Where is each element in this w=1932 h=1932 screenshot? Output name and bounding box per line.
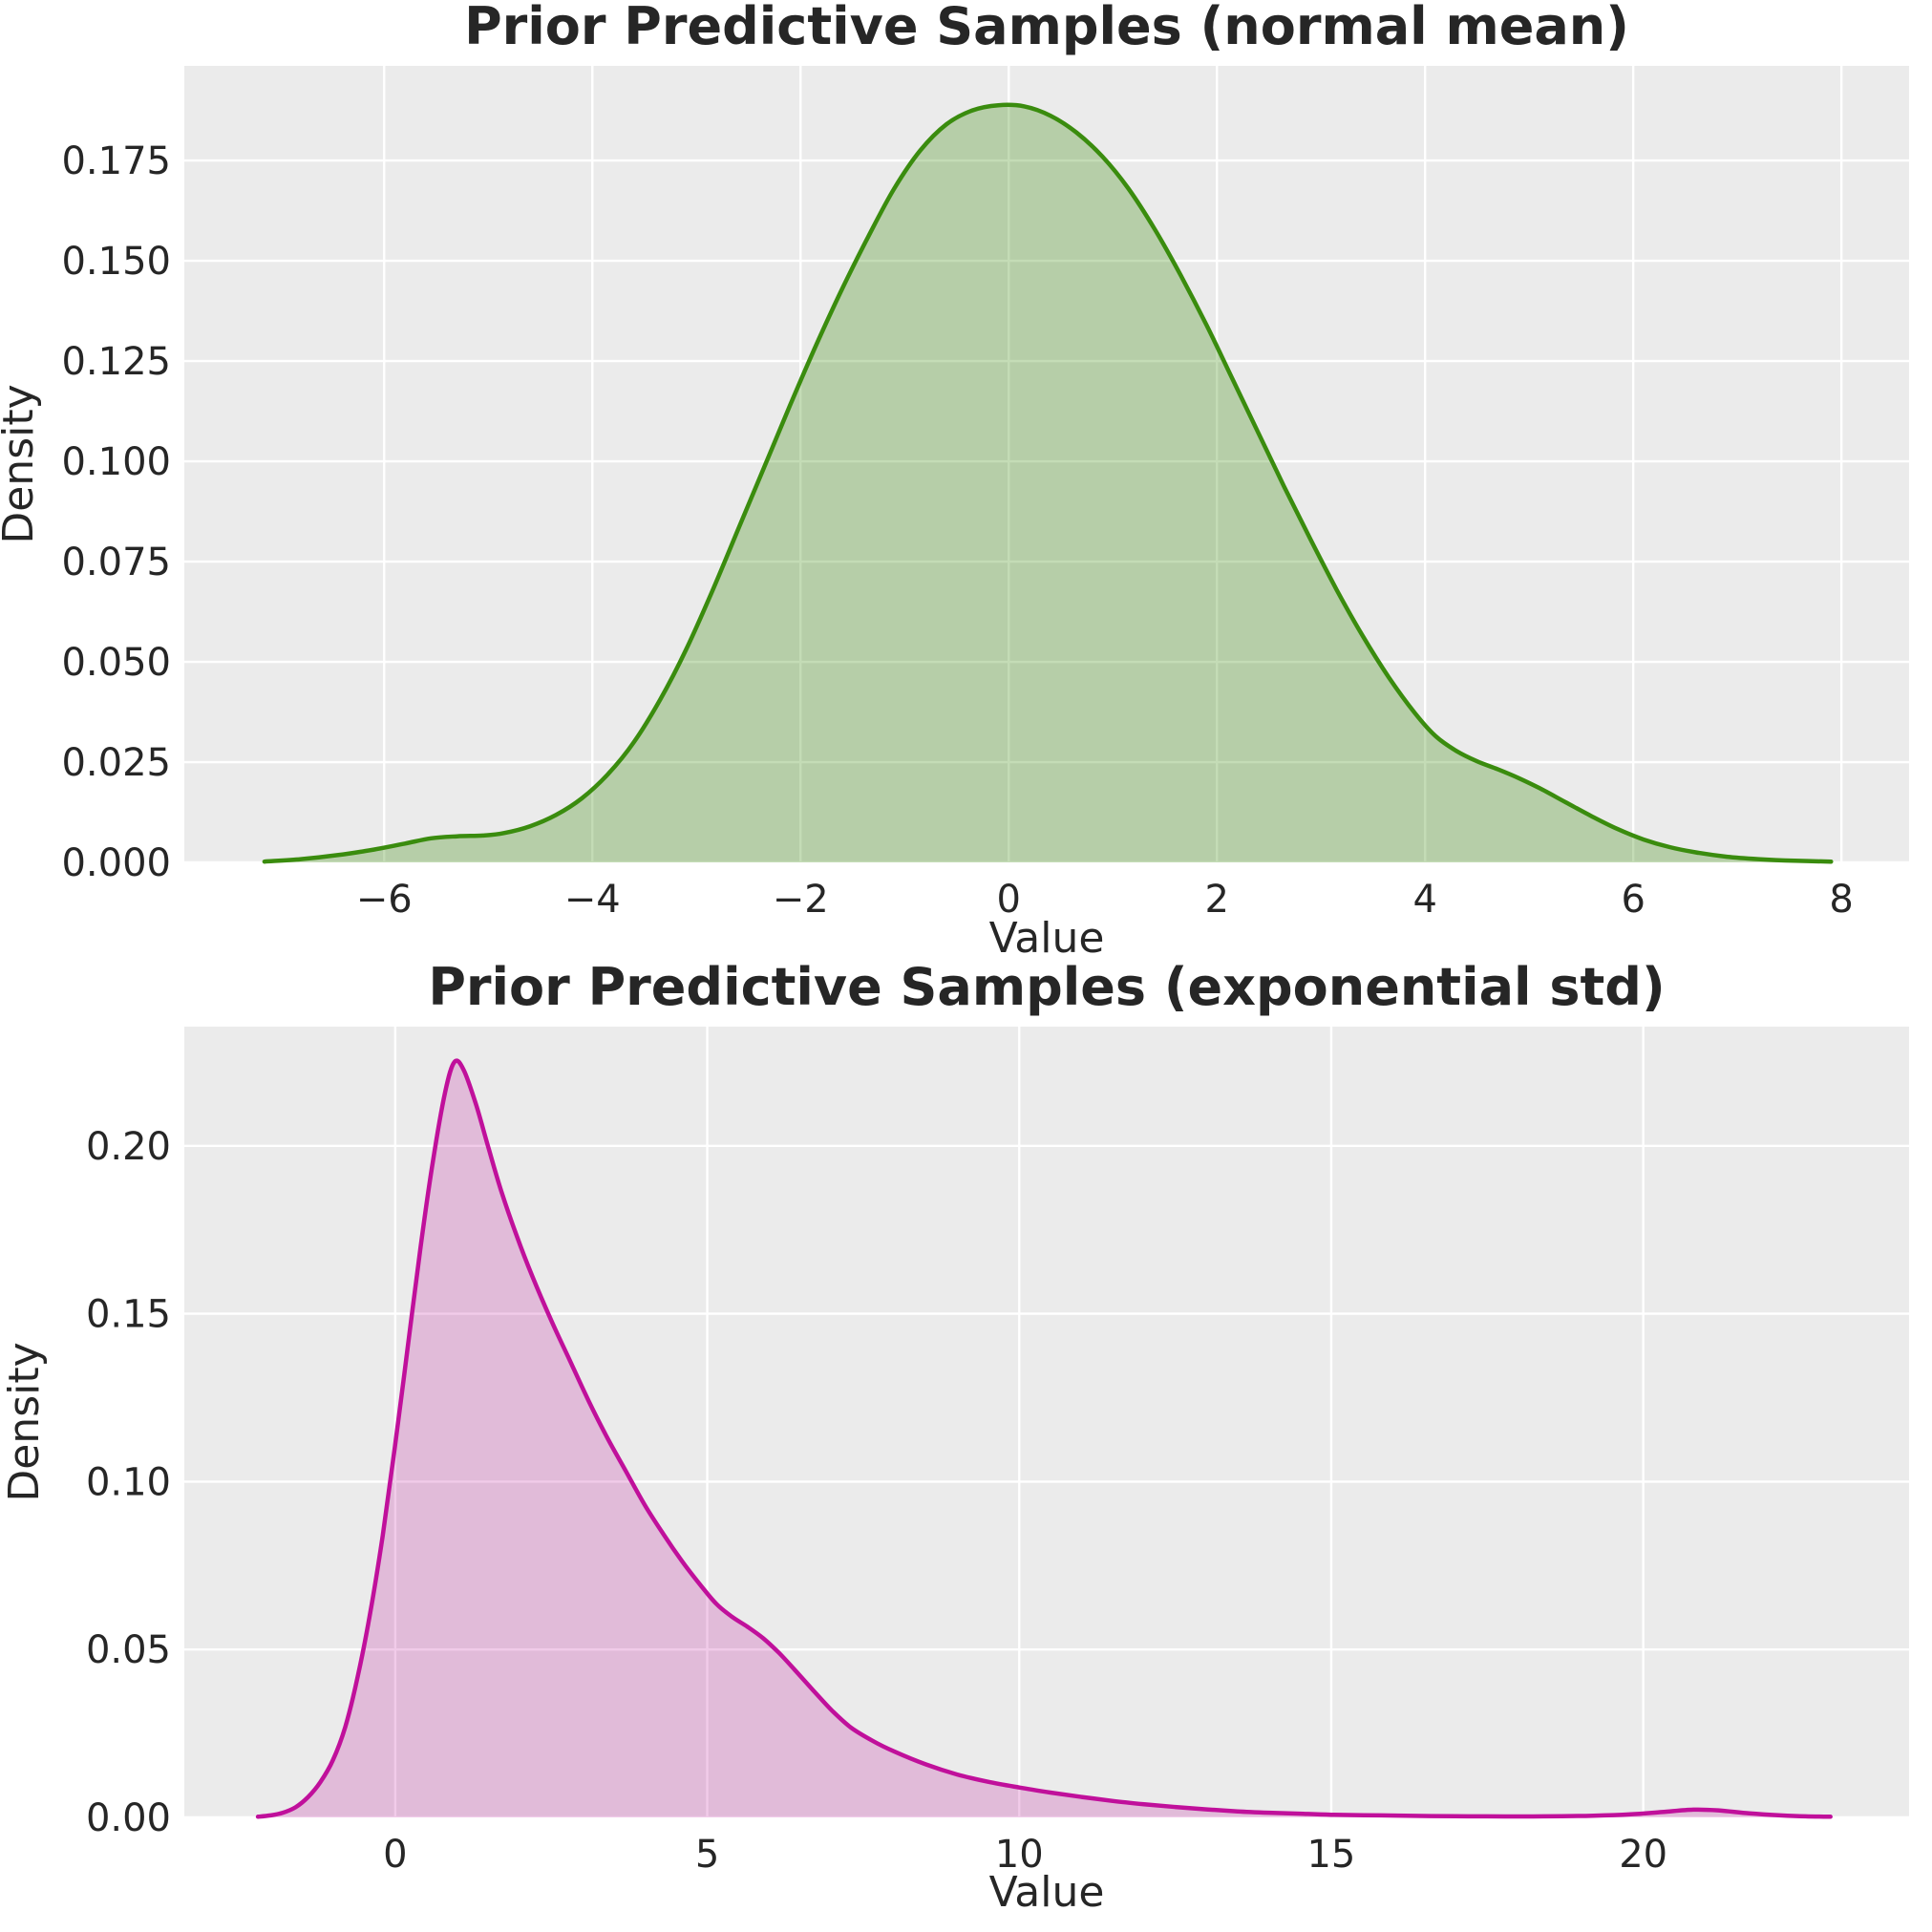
y-tick-label: 0.050	[61, 641, 171, 685]
plot-area-2: 0 5 10 15 20 0.00 0.05 0.10 0.15 0.20	[86, 1027, 1909, 1877]
x-tick-label: −2	[773, 878, 829, 922]
axes-background	[184, 66, 1909, 862]
x-tick-label: 0	[996, 878, 1020, 922]
x-tick-label: −4	[564, 878, 621, 922]
kde-plot-normal-mean: −6 −4 −2 0 2 4 6 8 0.000 0.025 0.050 0.075 0.100 0.12…	[0, 0, 1909, 963]
chart2-xaxis-label: Value	[989, 1868, 1105, 1917]
x-tick-label: −6	[356, 878, 413, 922]
x-tick-label: 0	[383, 1833, 407, 1877]
y-tick-label: 0.10	[86, 1460, 171, 1504]
y-tick-label: 0.175	[61, 139, 171, 183]
chart1-yaxis-label: Density	[0, 384, 43, 543]
x-tick-label: 2	[1204, 878, 1228, 922]
y-tick-label: 0.100	[61, 440, 171, 484]
chart2-yaxis-label: Density	[0, 1342, 49, 1501]
axes-background	[184, 1027, 1909, 1817]
kde-fill	[264, 104, 1832, 862]
chart1-title: Prior Predictive Samples (normal mean)	[464, 0, 1629, 56]
x-tick-label: 4	[1412, 878, 1436, 922]
y-tick-label: 0.125	[61, 340, 171, 384]
y-tick-label: 0.05	[86, 1628, 171, 1672]
y-tick-label: 0.000	[61, 841, 171, 885]
x-tick-label: 5	[695, 1833, 719, 1877]
kde-fill	[258, 1060, 1831, 1817]
x-tick-label: 15	[1306, 1833, 1355, 1877]
y-tick-label: 0.15	[86, 1293, 171, 1337]
kde-line	[255, 1058, 1833, 1819]
y-tick-label: 0.150	[61, 240, 171, 284]
chart2-title: Prior Predictive Samples (exponential st…	[428, 957, 1665, 1017]
x-tick-label: 20	[1619, 1833, 1667, 1877]
kde-plot-exponential-std: 0 5 10 15 20 0.00 0.05 0.10 0.15 0.20 Prior Predi…	[0, 957, 1909, 1917]
y-tick-label: 0.20	[86, 1125, 171, 1169]
x-tick-label: 8	[1829, 878, 1853, 922]
x-tick-label: 6	[1621, 878, 1645, 922]
y-tick-label: 0.00	[86, 1796, 171, 1840]
plot-area-1: −6 −4 −2 0 2 4 6 8 0.000 0.025 0.050 0.075 0.100 0.12…	[61, 66, 1909, 922]
chart1-xaxis-label: Value	[989, 914, 1105, 963]
y-tick-label: 0.025	[61, 741, 171, 785]
x-tick-label: 10	[995, 1833, 1044, 1877]
y-tick-label: 0.075	[61, 541, 171, 584]
kde-line	[262, 102, 1834, 864]
